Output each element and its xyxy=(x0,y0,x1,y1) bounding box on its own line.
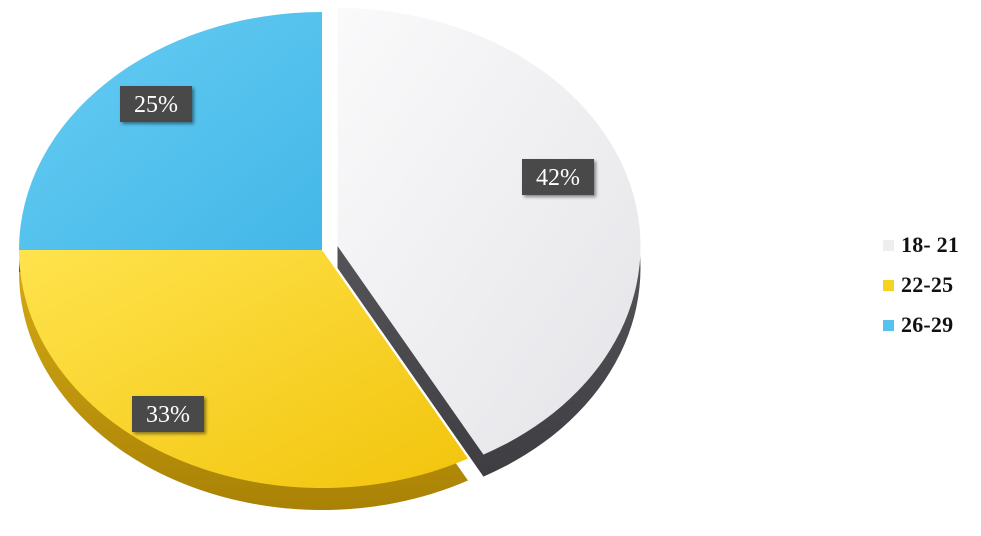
legend-item-22-25: 22-25 xyxy=(883,265,981,305)
legend-swatch-22-25 xyxy=(883,279,894,291)
legend-swatch-18-21 xyxy=(883,239,894,251)
data-label-18-21: 42% xyxy=(522,159,594,195)
pie-slice-26-29 xyxy=(19,12,322,250)
data-labels-layer: 42% 33% 25% xyxy=(120,86,594,432)
chart-legend: 18- 21 22-25 26-29 xyxy=(883,225,981,345)
legend-label-26-29: 26-29 xyxy=(901,312,954,337)
pie-slices-layer xyxy=(19,8,641,488)
legend-item-26-29: 26-29 xyxy=(883,305,981,345)
data-label-text-18-21: 42% xyxy=(536,165,580,191)
pie-slice-22-25 xyxy=(19,250,468,488)
legend-label-22-25: 22-25 xyxy=(901,272,954,297)
data-label-box-18-21 xyxy=(522,159,594,195)
legend-item-18-21: 18- 21 xyxy=(883,225,981,265)
data-label-22-25: 33% xyxy=(132,396,204,432)
data-label-box-26-29 xyxy=(120,86,192,122)
data-label-text-22-25: 33% xyxy=(146,402,190,428)
data-label-text-26-29: 25% xyxy=(134,92,178,118)
pie-slice-18-21 xyxy=(337,8,641,455)
legend-swatch-26-29 xyxy=(883,319,894,331)
legend-label-18-21: 18- 21 xyxy=(901,232,960,257)
data-label-26-29: 25% xyxy=(120,86,192,122)
data-label-box-22-25 xyxy=(132,396,204,432)
